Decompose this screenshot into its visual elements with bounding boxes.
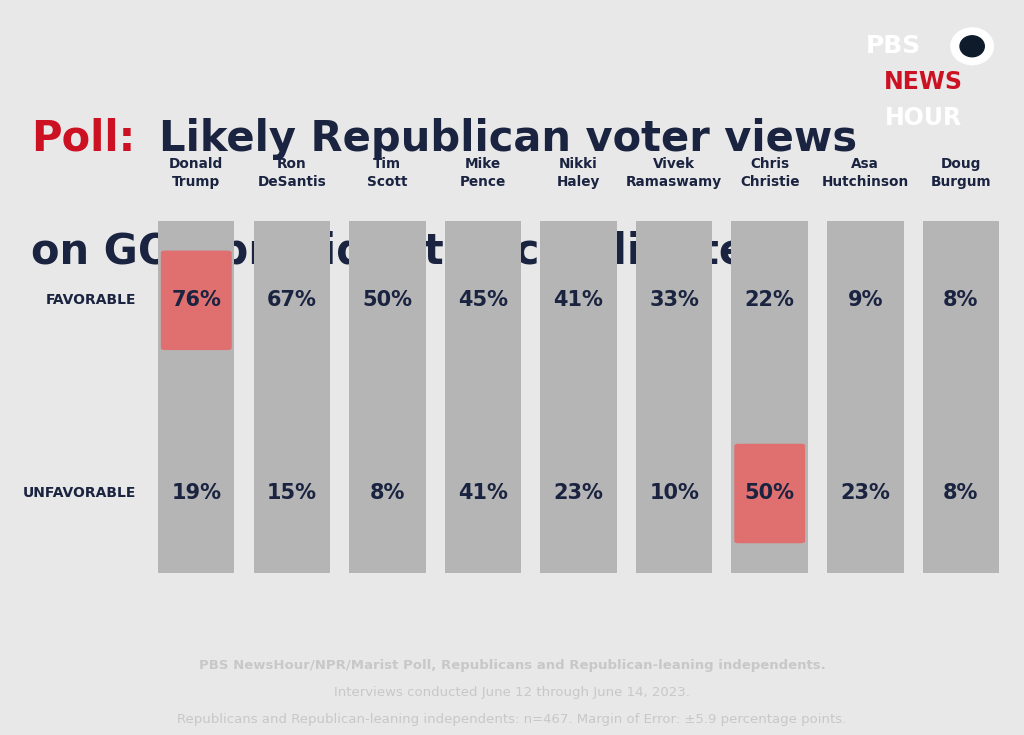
Bar	[731, 221, 808, 573]
Text: FAVORABLE: FAVORABLE	[46, 293, 136, 307]
Text: Tim
Scott: Tim Scott	[368, 157, 408, 189]
Text: Asa
Hutchinson: Asa Hutchinson	[821, 157, 909, 189]
Text: 50%: 50%	[744, 484, 795, 503]
Text: 15%: 15%	[267, 484, 316, 503]
Text: 33%: 33%	[649, 290, 699, 310]
Text: 41%: 41%	[554, 290, 603, 310]
Bar	[827, 221, 903, 573]
Text: UNFAVORABLE: UNFAVORABLE	[23, 487, 136, 501]
Text: 9%: 9%	[848, 290, 883, 310]
Bar	[349, 221, 426, 573]
Text: 50%: 50%	[362, 290, 413, 310]
Text: Donald
Trump: Donald Trump	[169, 157, 223, 189]
Text: 67%: 67%	[267, 290, 316, 310]
Text: PBS: PBS	[866, 35, 922, 58]
Text: 23%: 23%	[554, 484, 603, 503]
Text: Poll:: Poll:	[31, 118, 135, 160]
Circle shape	[951, 28, 993, 65]
Text: NEWS: NEWS	[884, 70, 964, 93]
Text: Vivek
Ramaswamy: Vivek Ramaswamy	[626, 157, 722, 189]
Bar	[158, 221, 234, 573]
Text: 8%: 8%	[943, 484, 979, 503]
Text: 10%: 10%	[649, 484, 699, 503]
Text: Doug
Burgum: Doug Burgum	[931, 157, 991, 189]
Text: 41%: 41%	[458, 484, 508, 503]
Bar	[636, 221, 713, 573]
Text: on GOP presidential candidates: on GOP presidential candidates	[31, 232, 772, 273]
Bar	[923, 221, 999, 573]
Text: Mike
Pence: Mike Pence	[460, 157, 506, 189]
FancyBboxPatch shape	[161, 251, 231, 350]
Text: 76%: 76%	[171, 290, 221, 310]
Text: Chris
Christie: Chris Christie	[740, 157, 800, 189]
Bar	[444, 221, 521, 573]
Text: 8%: 8%	[370, 484, 406, 503]
Text: Republicans and Republican-leaning independents: n=467. Margin of Error: ±5.9 pe: Republicans and Republican-leaning indep…	[177, 713, 847, 725]
Text: Ron
DeSantis: Ron DeSantis	[257, 157, 327, 189]
FancyBboxPatch shape	[734, 444, 805, 543]
Text: 45%: 45%	[458, 290, 508, 310]
Bar	[254, 221, 330, 573]
Text: 19%: 19%	[171, 484, 221, 503]
Text: Nikki
Haley: Nikki Haley	[557, 157, 600, 189]
Text: Interviews conducted June 12 through June 14, 2023.: Interviews conducted June 12 through Jun…	[334, 686, 690, 699]
Text: 22%: 22%	[744, 290, 795, 310]
Text: Likely Republican voter views: Likely Republican voter views	[159, 118, 857, 160]
Text: 23%: 23%	[841, 484, 890, 503]
Text: 8%: 8%	[943, 290, 979, 310]
Text: HOUR: HOUR	[885, 107, 963, 130]
Bar	[541, 221, 616, 573]
Text: PBS NewsHour/NPR/Marist Poll, Republicans and Republican-leaning independents.: PBS NewsHour/NPR/Marist Poll, Republican…	[199, 659, 825, 672]
Circle shape	[961, 36, 984, 57]
